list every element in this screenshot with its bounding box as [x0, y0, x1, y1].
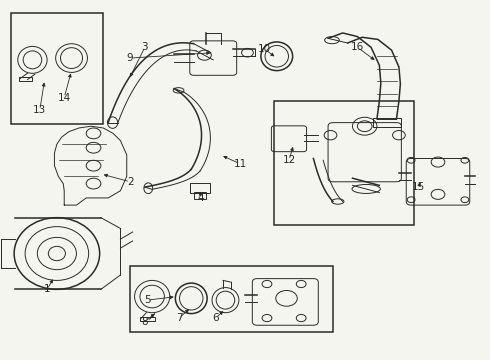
- Bar: [140, 318, 155, 321]
- Text: 4: 4: [197, 193, 204, 203]
- Bar: [373, 118, 401, 127]
- Text: 16: 16: [351, 42, 364, 52]
- Text: 1: 1: [44, 284, 50, 294]
- Bar: [194, 192, 206, 199]
- Text: 11: 11: [234, 159, 247, 169]
- Bar: [11, 13, 103, 125]
- Text: 10: 10: [258, 44, 271, 54]
- Bar: [190, 183, 210, 193]
- Bar: [274, 101, 414, 225]
- Text: 8: 8: [142, 317, 148, 327]
- Text: 6: 6: [212, 313, 219, 323]
- Text: 13: 13: [33, 105, 47, 115]
- Bar: [130, 266, 333, 332]
- Text: 5: 5: [144, 295, 150, 305]
- Text: 15: 15: [412, 182, 425, 192]
- Text: 2: 2: [127, 177, 133, 187]
- Bar: [19, 77, 32, 81]
- Text: 7: 7: [176, 313, 182, 323]
- Text: 3: 3: [142, 42, 148, 52]
- Text: 14: 14: [58, 93, 71, 103]
- Text: 9: 9: [127, 53, 133, 63]
- Text: 12: 12: [282, 155, 295, 165]
